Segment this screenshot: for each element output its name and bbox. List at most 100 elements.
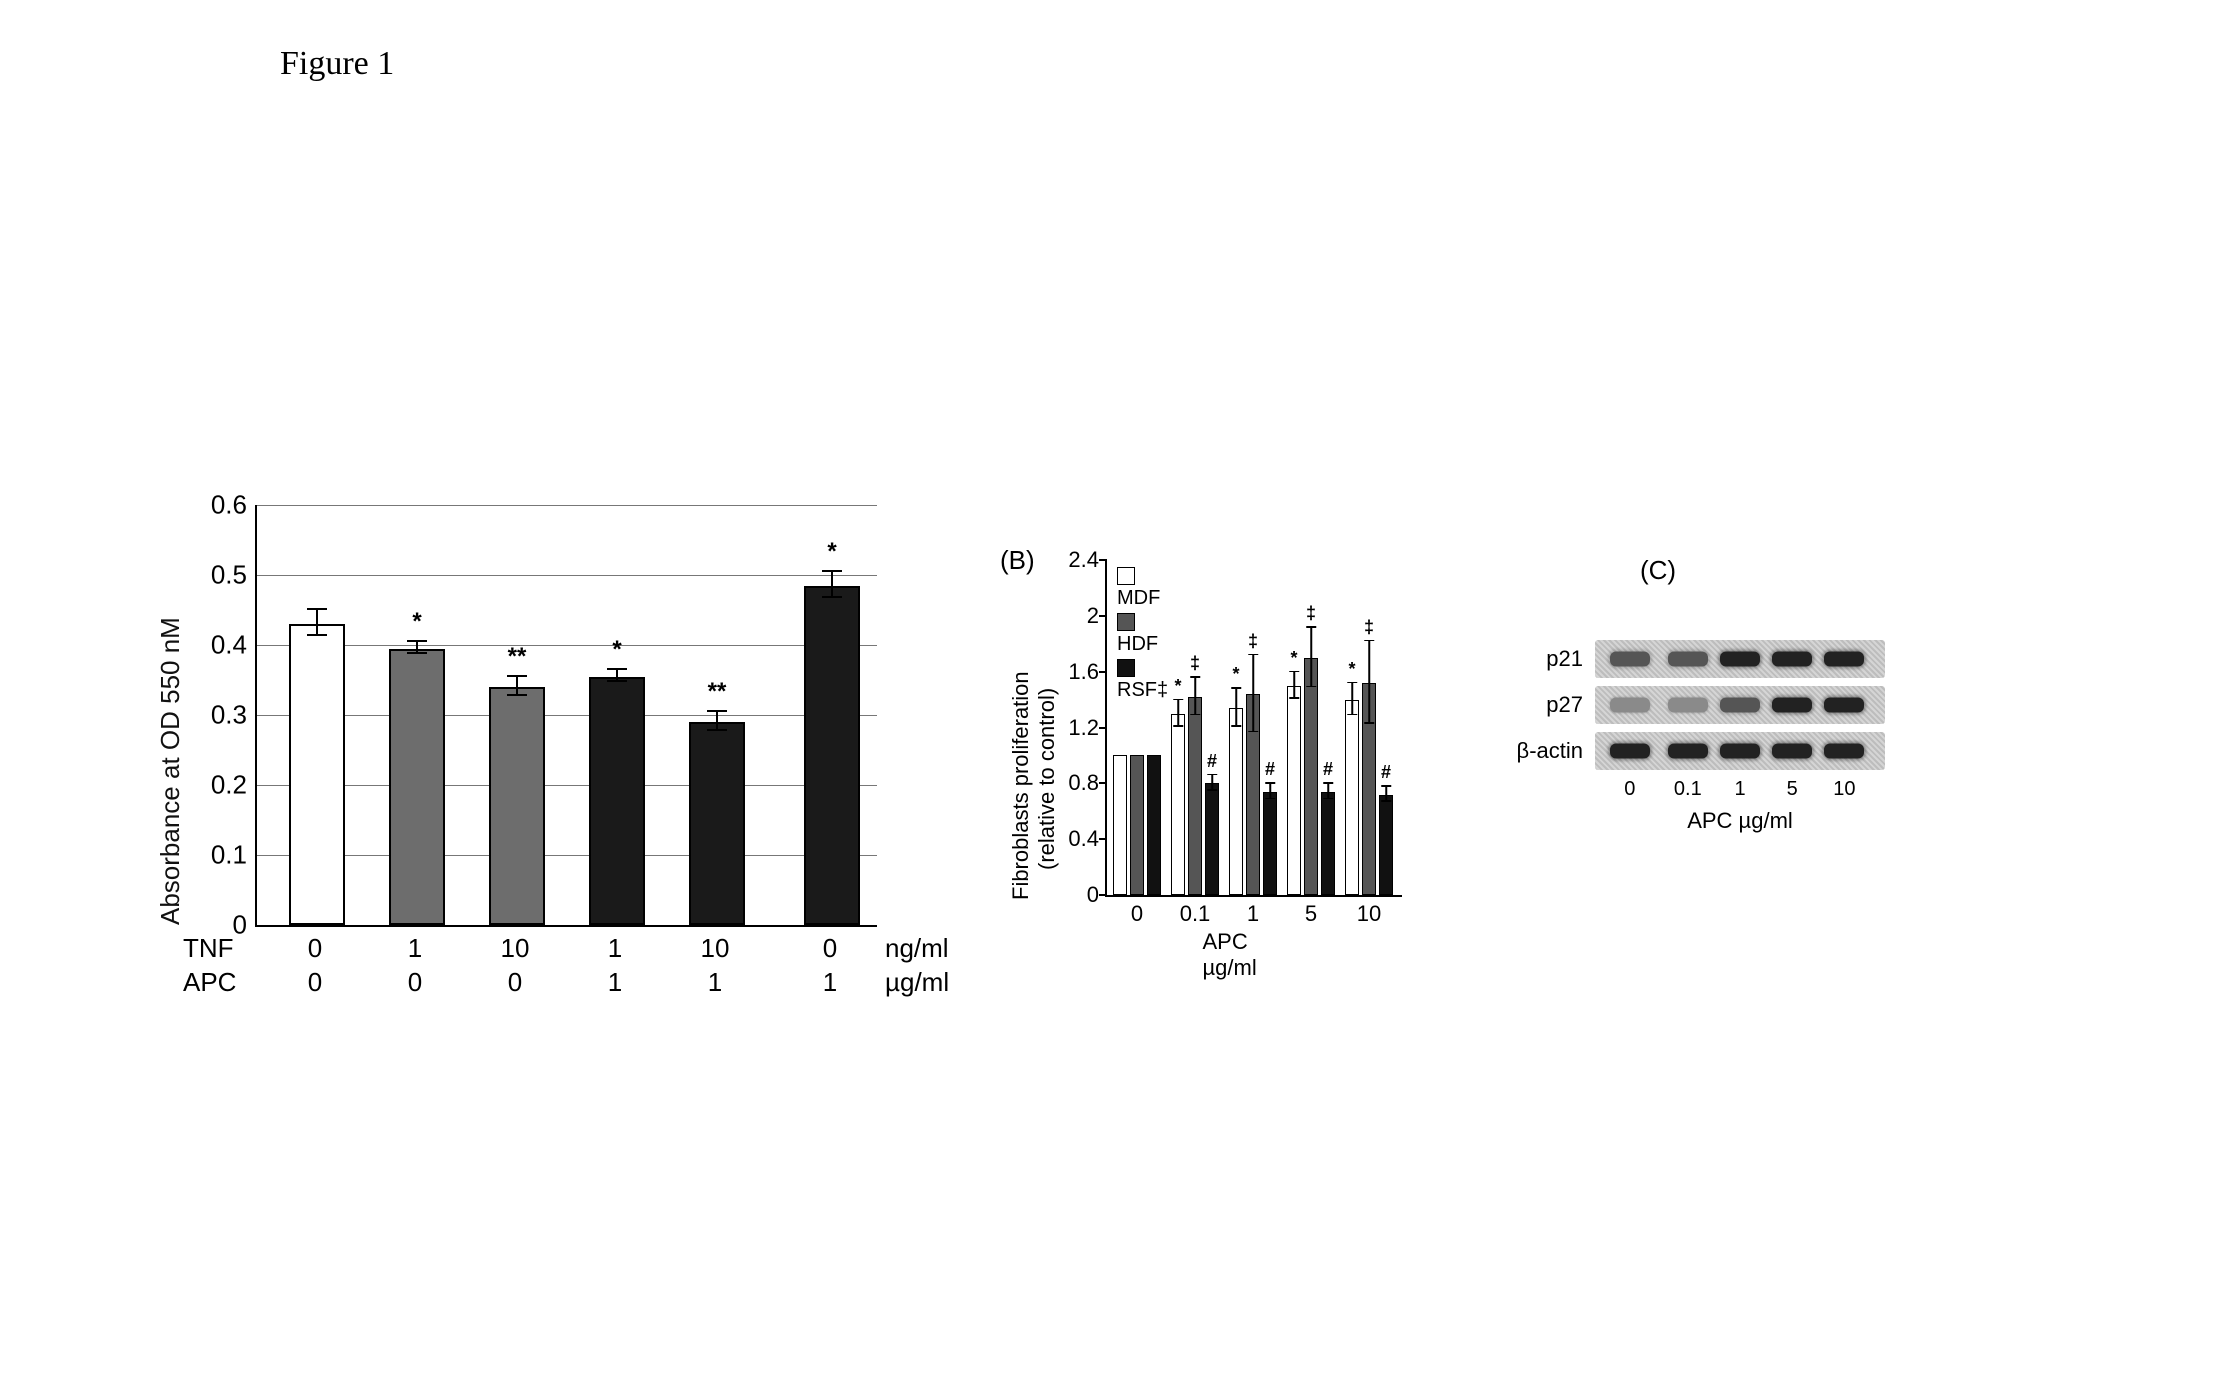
panel-b-bar: # — [1263, 792, 1277, 895]
panel-c-blot-label: β-actin — [1517, 738, 1583, 764]
panel-b-legend-label: MDF — [1117, 587, 1160, 609]
panel-b-significance: ‡ — [1364, 617, 1374, 638]
panel-c-blot-row: p27 — [1595, 686, 1885, 724]
panel-b-ytick: 0.4 — [1068, 826, 1099, 852]
panel-c-blot-label: p21 — [1546, 646, 1583, 672]
panel-b-bar: ‡ — [1188, 697, 1202, 895]
panel-b-ytick-mark — [1099, 894, 1107, 896]
panel-b-ytick-mark — [1099, 782, 1107, 784]
panel-b-legend-item: HDF — [1117, 610, 1168, 656]
panel-c-xtick: 5 — [1787, 778, 1798, 801]
panel-a-errorbar — [831, 570, 833, 598]
panel-c-xlabel: APC µg/ml — [1595, 808, 1885, 834]
panel-a-xrow: TNF01101100ng/ml — [183, 933, 253, 964]
panel-a-xtick: 0 — [823, 933, 837, 964]
panel-a-errorbar — [316, 608, 318, 636]
panel-a-xtick: 0 — [308, 967, 322, 998]
panel-b-legend-item: MDF — [1117, 564, 1168, 610]
panel-b-xtick: 5 — [1305, 901, 1317, 927]
panel-b-bar: ‡ — [1362, 683, 1376, 895]
panel-a-xrow: APC000111µg/ml — [183, 967, 253, 998]
panel-c-blot-band — [1824, 744, 1864, 759]
panel-a-ytick: 0.1 — [211, 840, 247, 871]
panel-c-blot-band — [1772, 652, 1812, 667]
panel-a-significance: ** — [508, 643, 527, 671]
panel-a-xrow-label: TNF — [183, 933, 253, 964]
panel-a-gridline — [257, 505, 877, 506]
panel-c-blot-band — [1824, 698, 1864, 713]
panel-a-xtick: 0 — [508, 967, 522, 998]
figure-title: Figure 1 — [280, 45, 394, 83]
panel-a-xtick: 0 — [408, 967, 422, 998]
panel-b-bar: # — [1379, 795, 1393, 896]
panel-c-blot-band — [1668, 652, 1708, 667]
panel-c-blot-band — [1720, 698, 1760, 713]
panel-c-blot-band — [1720, 744, 1760, 759]
panel-c-xtick: 10 — [1833, 778, 1855, 801]
panel-b-significance: # — [1207, 751, 1217, 772]
panel-b-errorbar — [1351, 682, 1353, 716]
panel-b-significance: * — [1232, 664, 1239, 685]
panel-b-xtick: 0.1 — [1180, 901, 1211, 927]
panel-a-ytick: 0.3 — [211, 700, 247, 731]
panel-a-plot-area: 00.10.20.30.40.50.6******* — [255, 505, 877, 927]
panel-a-errorbar — [616, 668, 618, 682]
panel-b-significance: * — [1174, 676, 1181, 697]
panel-b-significance: ‡ — [1248, 631, 1258, 652]
panel-b-errorbar — [1194, 676, 1196, 715]
panel-a-significance: * — [612, 636, 621, 664]
panel-c-label: (C) — [1640, 555, 1676, 586]
panel-b-bar: ‡ — [1246, 694, 1260, 895]
panel-a-gridline — [257, 575, 877, 576]
panel-b-errorbar — [1269, 782, 1271, 799]
panel-c-blot-band — [1610, 652, 1650, 667]
panel-b-ytick-mark — [1099, 615, 1107, 617]
panel-a-xtick: 0 — [308, 933, 322, 964]
panel-a-ytick: 0.5 — [211, 560, 247, 591]
panel-b-errorbar — [1177, 699, 1179, 727]
panel-b-errorbar — [1385, 785, 1387, 802]
panel-c-blot-band — [1668, 744, 1708, 759]
panel-b-bar: ‡ — [1304, 658, 1318, 895]
panel-a-significance: * — [827, 538, 836, 566]
panel-a-gridline — [257, 645, 877, 646]
panel-a-xtick: 10 — [501, 933, 530, 964]
panel-b-significance: ‡ — [1306, 603, 1316, 624]
panel-a-xrow-unit: µg/ml — [885, 967, 949, 998]
panel-b-bar — [1113, 755, 1127, 895]
panel-c-blot-band — [1610, 744, 1650, 759]
panel-a-significance: ** — [708, 678, 727, 706]
panel-b-bar — [1147, 755, 1161, 895]
panel-a-ytick: 0.2 — [211, 770, 247, 801]
panel-b-bar: # — [1321, 792, 1335, 895]
panel-b-ytick: 1.6 — [1068, 659, 1099, 685]
panel-b-significance: ‡ — [1190, 653, 1200, 674]
panel-c-blot-band — [1668, 698, 1708, 713]
panel-c-blot-band — [1824, 652, 1864, 667]
panel-b-ylabel1: Fibroblasts proliferation — [1008, 671, 1034, 900]
panel-b-errorbar — [1368, 640, 1370, 724]
panel-a-xtick: 10 — [701, 933, 730, 964]
panel-b-label: (B) — [1000, 545, 1035, 576]
panel-b-ytick: 2.4 — [1068, 547, 1099, 573]
panel-a-xtick: 1 — [823, 967, 837, 998]
panel-b-errorbar — [1252, 654, 1254, 732]
panel-b-errorbar — [1211, 774, 1213, 791]
panel-a-bar: * — [389, 649, 445, 926]
panel-b-bar: * — [1229, 708, 1243, 895]
panel-b-legend: MDFHDFRSF‡ — [1117, 564, 1168, 702]
panel-a-gridline — [257, 785, 877, 786]
panel-b-significance: # — [1323, 759, 1333, 780]
panel-a-errorbar — [716, 710, 718, 731]
panel-c-blot-label: p27 — [1546, 692, 1583, 718]
panel-a-gridline — [257, 855, 877, 856]
panel-b-ytick-mark — [1099, 559, 1107, 561]
panel-c-xtick: 0 — [1624, 778, 1635, 801]
panel-c-blot-row: β-actin — [1595, 732, 1885, 770]
panel-a-bar — [289, 624, 345, 925]
panel-b-ytick-mark — [1099, 838, 1107, 840]
panel-b-significance: # — [1381, 762, 1391, 783]
panel-a-ylabel: Absorbance at OD 550 nM — [155, 617, 186, 925]
panel-a-ytick: 0.4 — [211, 630, 247, 661]
panel-c-blot: p21p27β-actin00.11510APC µg/ml — [1595, 640, 1885, 834]
